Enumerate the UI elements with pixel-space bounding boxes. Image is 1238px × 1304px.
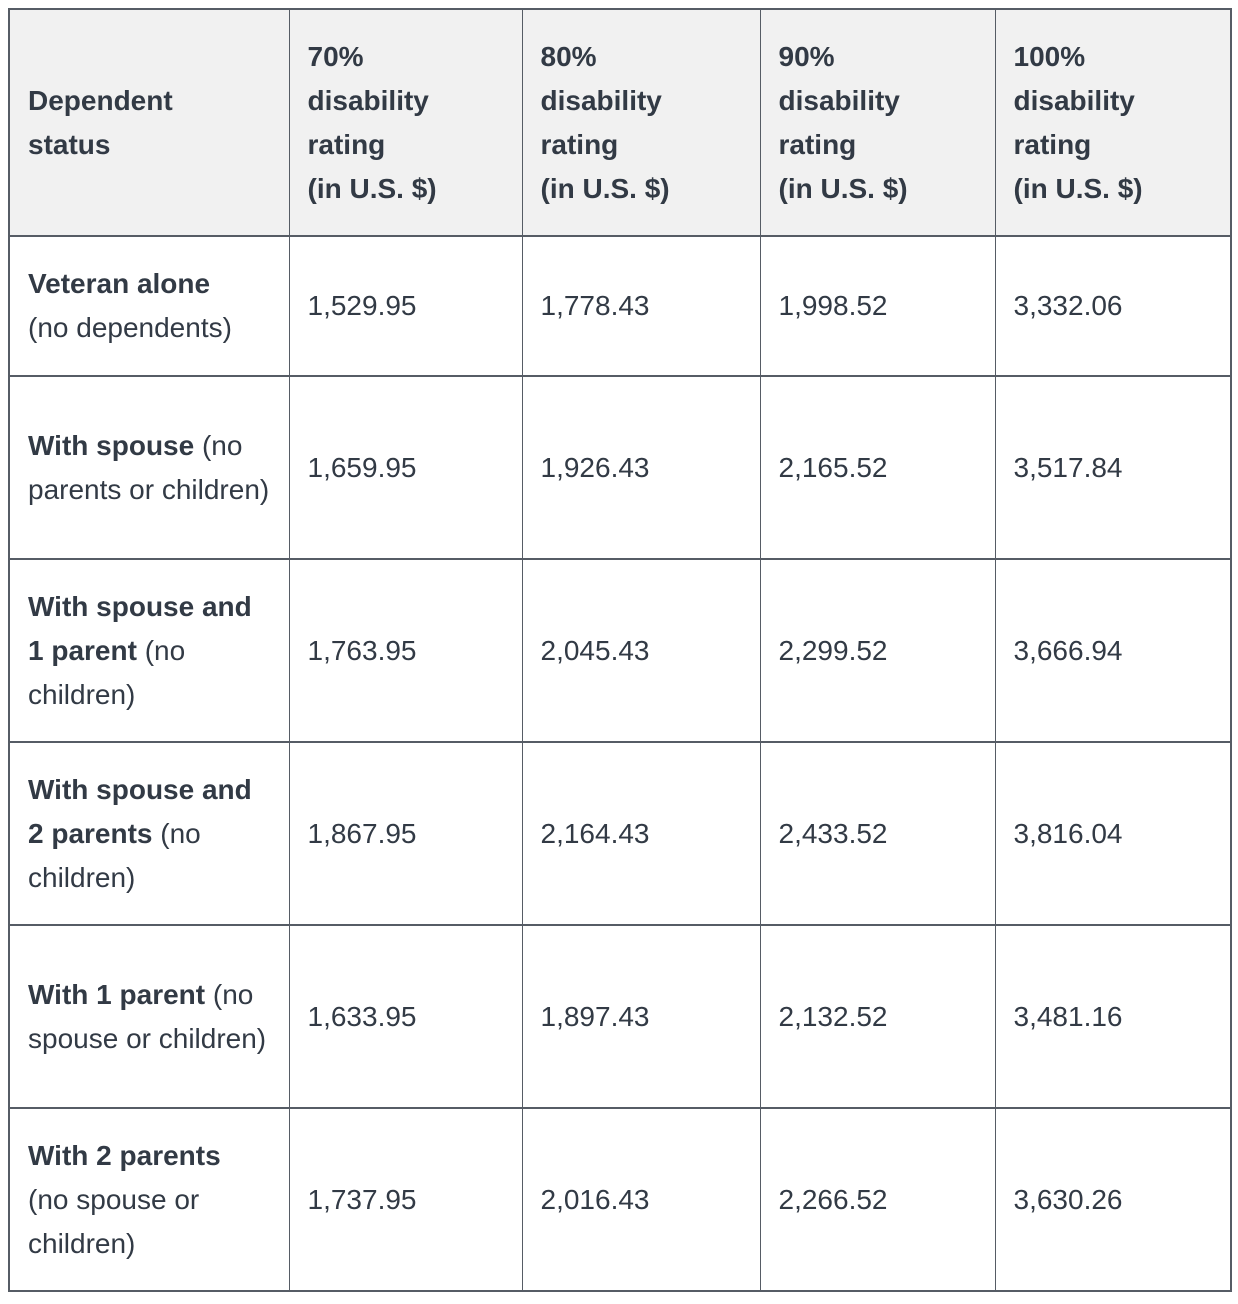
rate-cell: 1,998.52 bbox=[759, 235, 996, 377]
row-label: With 1 parent (no spouse or children) bbox=[8, 924, 290, 1109]
rate-cell: 1,737.95 bbox=[288, 1107, 523, 1292]
rate-cell: 2,299.52 bbox=[759, 558, 996, 743]
col-header-70-percent-rating: 70% disability rating (in U.S. $) bbox=[288, 8, 523, 237]
rate-cell: 3,666.94 bbox=[994, 558, 1232, 743]
table-row-with-spouse-1-parent: With spouse and 1 parent (no children) 1… bbox=[8, 558, 1232, 743]
rate-cell: 1,763.95 bbox=[288, 558, 523, 743]
rate-cell: 2,132.52 bbox=[759, 924, 996, 1109]
rate-cell: 1,926.43 bbox=[521, 375, 761, 560]
rate-cell: 2,266.52 bbox=[759, 1107, 996, 1292]
rate-cell: 1,778.43 bbox=[521, 235, 761, 377]
rate-cell: 2,165.52 bbox=[759, 375, 996, 560]
row-label-bold: With spouse and 1 parent bbox=[28, 590, 252, 666]
table-row-with-spouse: With spouse (no parents or children) 1,6… bbox=[8, 375, 1232, 560]
rate-cell: 2,016.43 bbox=[521, 1107, 761, 1292]
rate-cell: 1,529.95 bbox=[288, 235, 523, 377]
row-label-bold: Veteran alone bbox=[28, 268, 211, 299]
compensation-rates-table: Dependent status 70% disability rating (… bbox=[8, 8, 1232, 1292]
rate-cell: 3,481.16 bbox=[994, 924, 1232, 1109]
row-label: With 2 parents (no spouse or children) bbox=[8, 1107, 290, 1292]
rate-cell: 2,433.52 bbox=[759, 741, 996, 926]
table-row-veteran-alone: Veteran alone (no dependents) 1,529.95 1… bbox=[8, 235, 1232, 377]
row-label-rest: (no spouse or children) bbox=[28, 978, 267, 1054]
rate-cell: 1,867.95 bbox=[288, 741, 523, 926]
rate-cell: 1,659.95 bbox=[288, 375, 523, 560]
table-row-with-spouse-2-parents: With spouse and 2 parents (no children) … bbox=[8, 741, 1232, 926]
col-header-100-percent-rating: 100% disability rating (in U.S. $) bbox=[994, 8, 1232, 237]
table-header: Dependent status 70% disability rating (… bbox=[8, 8, 1232, 237]
rate-cell: 3,332.06 bbox=[994, 235, 1232, 377]
rate-cell: 3,816.04 bbox=[994, 741, 1232, 926]
row-label-bold: With 1 parent bbox=[28, 978, 206, 1010]
col-header-80-percent-rating: 80% disability rating (in U.S. $) bbox=[521, 8, 761, 237]
row-label: With spouse and 2 parents (no children) bbox=[8, 741, 290, 926]
rate-cell: 3,517.84 bbox=[994, 375, 1232, 560]
row-label-rest: (no parents or children) bbox=[28, 429, 270, 505]
row-label-rest: (no spouse or children) bbox=[28, 1183, 200, 1259]
rate-cell: 2,164.43 bbox=[521, 741, 761, 926]
row-label: With spouse and 1 parent (no children) bbox=[8, 558, 290, 743]
row-label-rest: (no children) bbox=[28, 634, 186, 710]
rate-cell: 1,897.43 bbox=[521, 924, 761, 1109]
table-row-with-1-parent: With 1 parent (no spouse or children) 1,… bbox=[8, 924, 1232, 1109]
row-label-bold: With spouse bbox=[28, 429, 195, 461]
row-label-bold: With spouse and 2 parents bbox=[28, 773, 252, 849]
col-header-dependent-status: Dependent status bbox=[8, 8, 290, 237]
header-row: Dependent status 70% disability rating (… bbox=[8, 8, 1232, 237]
col-header-90-percent-rating: 90% disability rating (in U.S. $) bbox=[759, 8, 996, 237]
rate-cell: 2,045.43 bbox=[521, 558, 761, 743]
row-label-bold: With 2 parents bbox=[28, 1139, 221, 1171]
table-body: Veteran alone (no dependents) 1,529.95 1… bbox=[8, 235, 1232, 1292]
row-label-rest: (no dependents) bbox=[28, 312, 232, 343]
row-label: With spouse (no parents or children) bbox=[8, 375, 290, 560]
row-label: Veteran alone (no dependents) bbox=[8, 235, 290, 377]
rate-cell: 3,630.26 bbox=[994, 1107, 1232, 1292]
row-label-rest: (no children) bbox=[28, 817, 201, 893]
rate-cell: 1,633.95 bbox=[288, 924, 523, 1109]
table-row-with-2-parents: With 2 parents (no spouse or children) 1… bbox=[8, 1107, 1232, 1292]
page: Dependent status 70% disability rating (… bbox=[0, 8, 1238, 1304]
